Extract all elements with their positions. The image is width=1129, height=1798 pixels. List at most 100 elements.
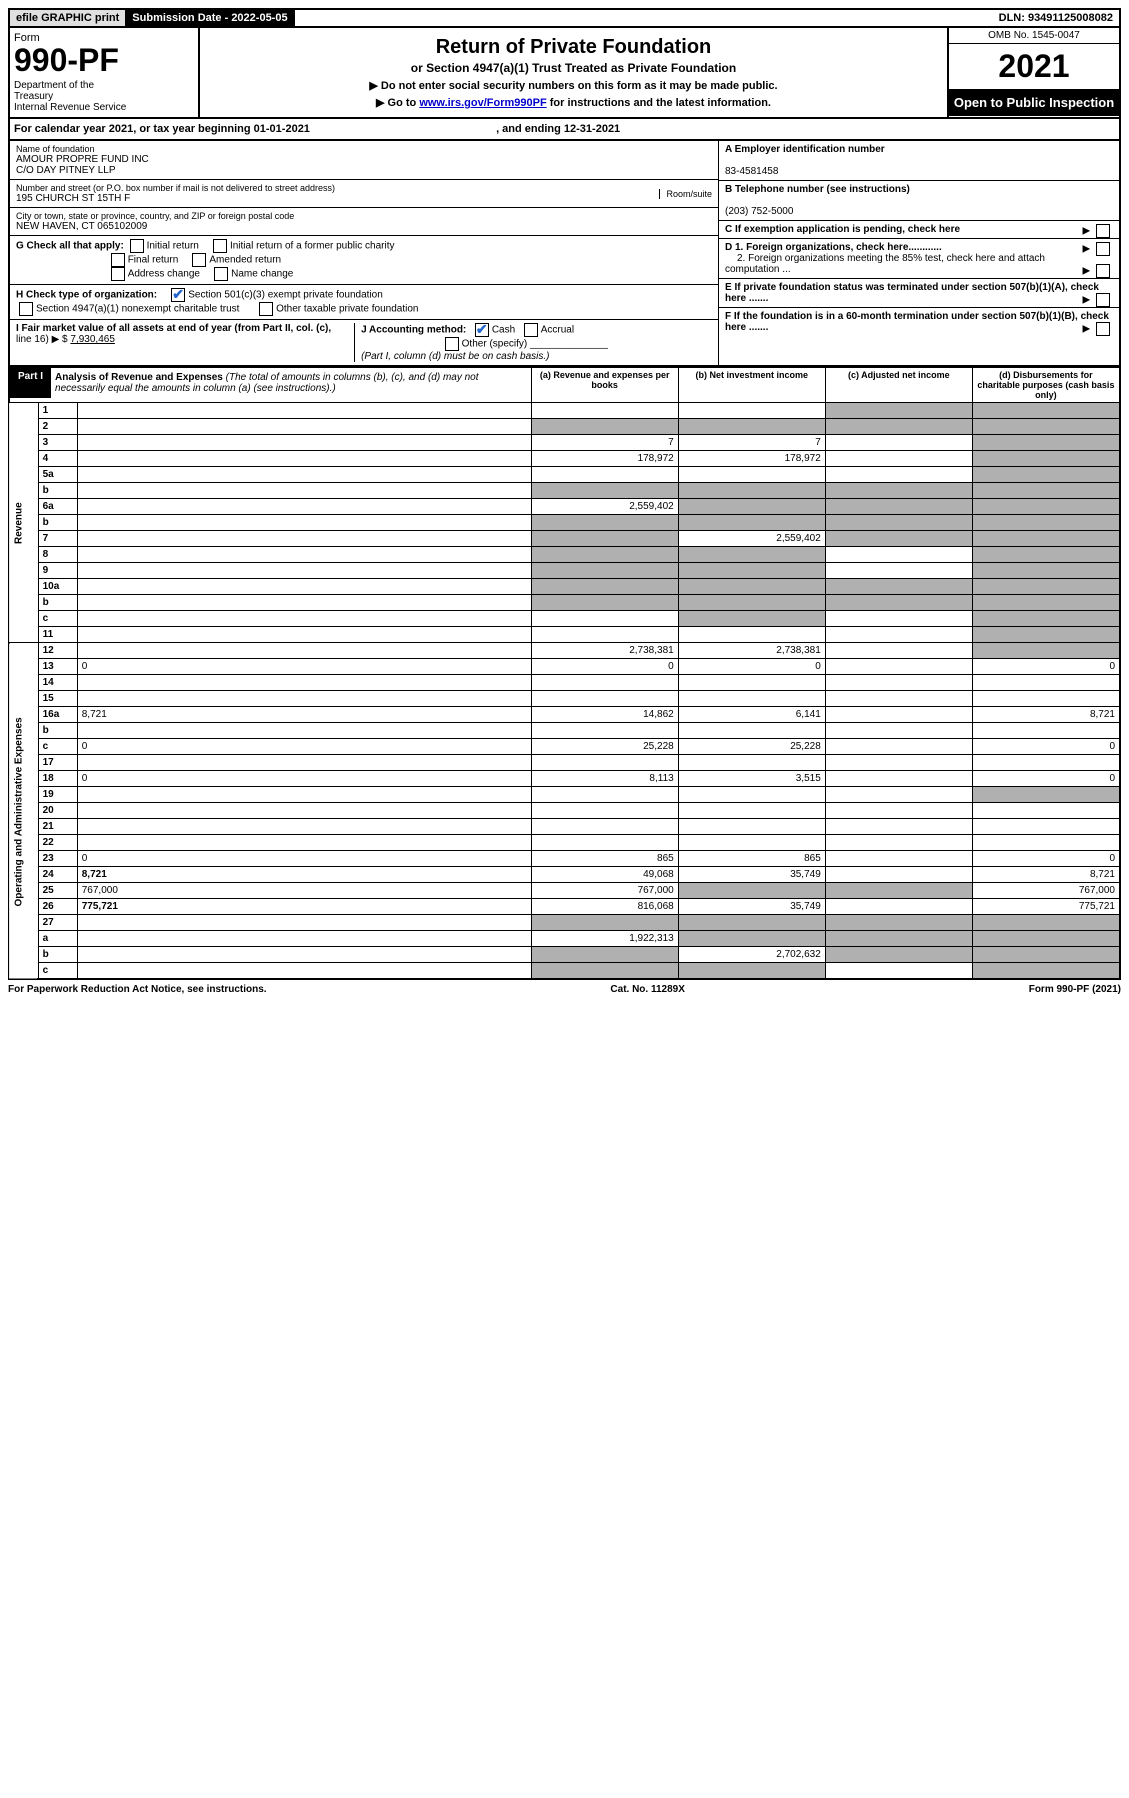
checkbox-c[interactable] (1096, 224, 1110, 238)
table-row: 15 (9, 691, 1120, 707)
col-c-header: (c) Adjusted net income (825, 368, 972, 403)
table-row: 20 (9, 803, 1120, 819)
value-cell-a (531, 723, 678, 739)
line-number: 21 (38, 819, 77, 835)
header-center: Return of Private Foundation or Section … (200, 28, 947, 117)
section-c: C If exemption application is pending, c… (719, 221, 1119, 239)
value-cell-c (825, 675, 972, 691)
checkbox-other-taxable[interactable] (259, 302, 273, 316)
section-e: E If private foundation status was termi… (719, 279, 1119, 308)
checkbox-accrual[interactable] (524, 323, 538, 337)
checkbox-e[interactable] (1096, 293, 1110, 307)
city-state-zip: NEW HAVEN, CT 065102009 (16, 221, 712, 232)
checkbox-f[interactable] (1096, 322, 1110, 336)
value-cell-d (972, 643, 1120, 659)
value-cell-b: 865 (678, 851, 825, 867)
value-cell-d (972, 531, 1120, 547)
phone-cell: B Telephone number (see instructions) (2… (719, 181, 1119, 221)
value-cell-b: 178,972 (678, 451, 825, 467)
value-cell-a (531, 595, 678, 611)
value-cell-b (678, 547, 825, 563)
value-cell-d: 0 (972, 771, 1120, 787)
note-ssn: ▶ Do not enter social security numbers o… (206, 79, 941, 92)
value-cell-d: 775,721 (972, 899, 1120, 915)
value-cell-c (825, 915, 972, 931)
checkbox-initial-former[interactable] (213, 239, 227, 253)
value-cell-b (678, 611, 825, 627)
checkbox-cash[interactable] (475, 323, 489, 337)
checkbox-address-change[interactable] (111, 267, 125, 281)
value-cell-c (825, 467, 972, 483)
table-row: c025,22825,2280 (9, 739, 1120, 755)
line-description (77, 579, 531, 595)
line-description (77, 915, 531, 931)
value-cell-b (678, 499, 825, 515)
value-cell-c (825, 723, 972, 739)
table-row: 5a (9, 467, 1120, 483)
value-cell-b: 6,141 (678, 707, 825, 723)
value-cell-a (531, 755, 678, 771)
value-cell-d (972, 947, 1120, 963)
checkbox-other-method[interactable] (445, 337, 459, 351)
line-number: 20 (38, 803, 77, 819)
value-cell-a (531, 915, 678, 931)
part1-header-table: Part I Analysis of Revenue and Expenses … (8, 367, 1121, 980)
form-subtitle: or Section 4947(a)(1) Trust Treated as P… (206, 61, 941, 75)
line-description (77, 691, 531, 707)
checkbox-initial-return[interactable] (130, 239, 144, 253)
checkbox-d1[interactable] (1096, 242, 1110, 256)
line-description: 8,721 (77, 867, 531, 883)
value-cell-b: 0 (678, 659, 825, 675)
line-number: 10a (38, 579, 77, 595)
line-description (77, 643, 531, 659)
entity-info: Name of foundation AMOUR PROPRE FUND INC… (8, 141, 1121, 367)
value-cell-c (825, 419, 972, 435)
value-cell-c (825, 707, 972, 723)
value-cell-c (825, 531, 972, 547)
checkbox-name-change[interactable] (214, 267, 228, 281)
value-cell-d (972, 787, 1120, 803)
line-description (77, 611, 531, 627)
value-cell-c (825, 435, 972, 451)
value-cell-d (972, 579, 1120, 595)
note-link: ▶ Go to www.irs.gov/Form990PF for instru… (206, 96, 941, 109)
value-cell-c (825, 867, 972, 883)
value-cell-c (825, 851, 972, 867)
line-number: b (38, 947, 77, 963)
line-description (77, 947, 531, 963)
dept-label: Department of theTreasuryInternal Revenu… (14, 80, 194, 113)
value-cell-c (825, 835, 972, 851)
checkbox-4947[interactable] (19, 302, 33, 316)
value-cell-d (972, 931, 1120, 947)
city-cell: City or town, state or province, country… (10, 208, 718, 236)
value-cell-a: 767,000 (531, 883, 678, 899)
line-number: 14 (38, 675, 77, 691)
value-cell-a (531, 467, 678, 483)
value-cell-c (825, 483, 972, 499)
value-cell-a: 8,113 (531, 771, 678, 787)
table-row: 14 (9, 675, 1120, 691)
line-number: 24 (38, 867, 77, 883)
checkbox-amended[interactable] (192, 253, 206, 267)
checkbox-501c3[interactable] (171, 288, 185, 302)
value-cell-d (972, 515, 1120, 531)
col-d-header: (d) Disbursements for charitable purpose… (972, 368, 1120, 403)
phone-value: (203) 752-5000 (725, 206, 793, 217)
value-cell-c (825, 771, 972, 787)
value-cell-b (678, 579, 825, 595)
value-cell-c (825, 787, 972, 803)
street-address: 195 CHURCH ST 15TH F (16, 193, 335, 204)
checkbox-final-return[interactable] (111, 253, 125, 267)
line-number: b (38, 595, 77, 611)
checkbox-d2[interactable] (1096, 264, 1110, 278)
line-number: b (38, 483, 77, 499)
line-description (77, 483, 531, 499)
value-cell-d (972, 627, 1120, 643)
value-cell-c (825, 947, 972, 963)
omb-number: OMB No. 1545-0047 (949, 28, 1119, 44)
section-i-j: I Fair market value of all assets at end… (10, 320, 718, 365)
value-cell-c (825, 691, 972, 707)
irs-link[interactable]: www.irs.gov/Form990PF (419, 97, 546, 109)
table-row: 248,72149,06835,7498,721 (9, 867, 1120, 883)
value-cell-c (825, 803, 972, 819)
